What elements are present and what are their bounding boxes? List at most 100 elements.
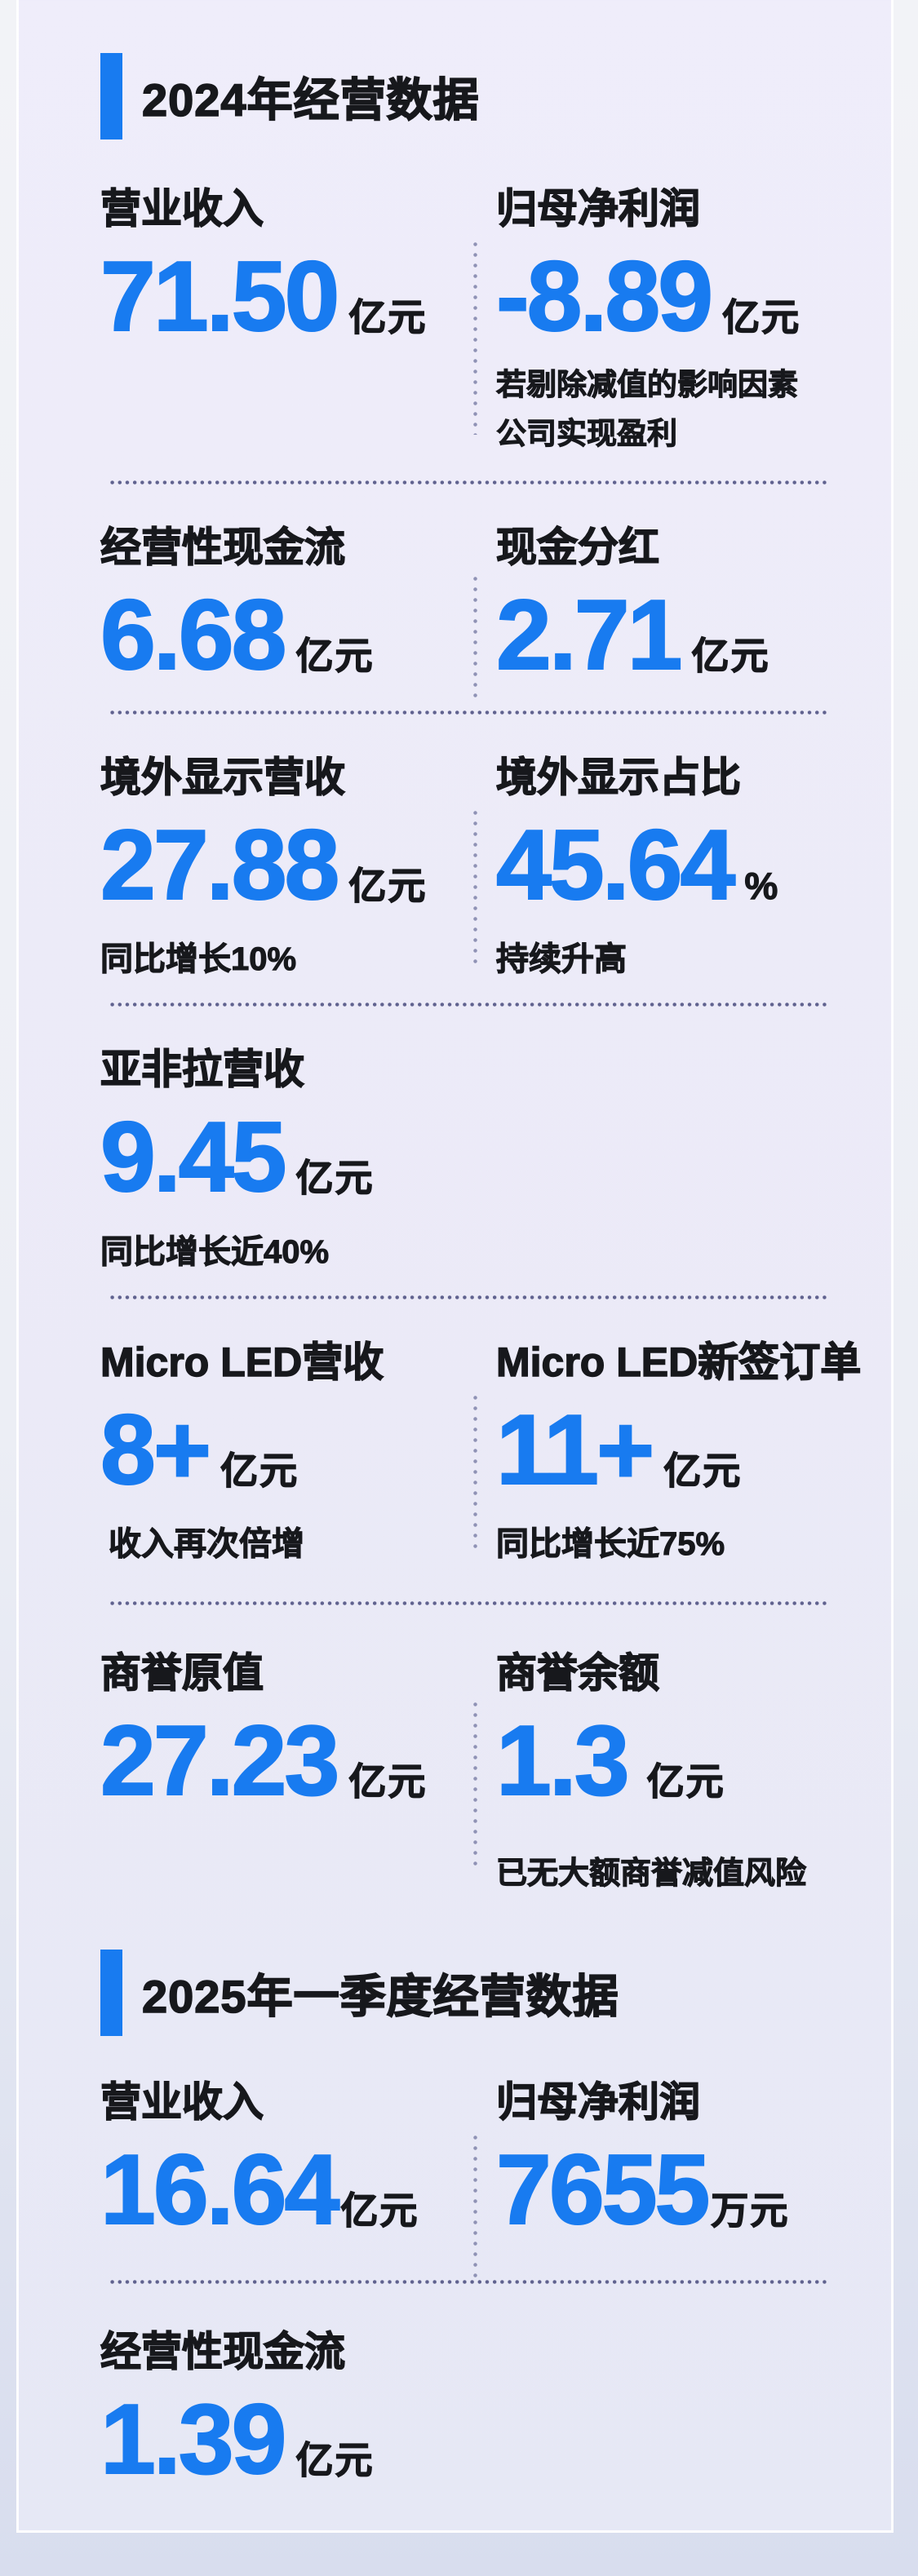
- stat-label: 经营性现金流: [100, 2328, 345, 2375]
- stat-value: 2.71: [495, 578, 683, 690]
- stat-note-line: 若剔除减值的影响因素: [496, 368, 799, 402]
- stat-label: 归母净利润: [495, 185, 700, 232]
- stat-value: 9.45: [100, 1101, 287, 1213]
- stat-caption: 同比增长10%: [100, 941, 297, 978]
- stat-unit: 万元: [711, 2189, 790, 2233]
- stat-cell-microled-orders: Micro LED新签订单 11+ 亿元 同比增长近75%: [495, 1335, 875, 1565]
- stat-unit: 亿元: [340, 2189, 419, 2233]
- stat-row-q1-revenue-profit: 营业收入 16.64 亿元 归母净利润 7655 万元: [100, 2075, 875, 2280]
- column-divider: [473, 239, 477, 435]
- stat-row-asia-africa-latam: 亚非拉营收 9.45 亿元 同比增长近40%: [100, 1042, 875, 1272]
- stat-value-line: 6.68 亿元: [100, 578, 496, 690]
- stat-unit: 亿元: [348, 1759, 428, 1803]
- stat-value: -8.89: [495, 241, 714, 352]
- stat-note-line: 公司实现盈利: [496, 416, 678, 450]
- row-separator: [109, 710, 827, 715]
- stat-cell-q1-revenue: 营业收入 16.64 亿元: [100, 2075, 496, 2246]
- stat-label: Micro LED营收: [100, 1339, 384, 1385]
- stat-value-line: 1.3 亿元: [495, 1704, 875, 1816]
- column-divider: [473, 1392, 477, 1551]
- stat-value-line: 1.39 亿元: [100, 2383, 496, 2494]
- stat-unit: 亿元: [220, 1449, 299, 1492]
- stat-caption: 同比增长近75%: [495, 1525, 725, 1562]
- section-title: 2025年一季度经营数据: [141, 1970, 619, 2023]
- stat-cell-overseas-share: 境外显示占比 45.64 % 持续升高: [495, 750, 875, 980]
- stat-value: 27.23: [100, 1704, 340, 1816]
- stat-unit: 亿元: [348, 295, 428, 339]
- stat-cell-net-profit: 归母净利润 -8.89 亿元 若剔除减值的影响因素 公司实现盈利: [495, 182, 875, 458]
- stat-row-revenue-profit: 营业收入 71.50 亿元 归母净利润 -8.89 亿元 若剔除减值的影响因素 …: [100, 182, 875, 458]
- column-divider: [473, 808, 477, 967]
- section-header-2024: 2024年经营数据: [100, 53, 875, 139]
- stat-value-line: 8+ 亿元: [100, 1393, 496, 1505]
- stat-cell-operating-cashflow: 经营性现金流 6.68 亿元: [100, 520, 496, 688]
- stat-label: 归母净利润: [495, 2079, 700, 2126]
- report-content: 2024年经营数据 营业收入 71.50 亿元 归母净利润 -8.89 亿元 若…: [19, 0, 891, 2530]
- stat-value: 11+: [495, 1393, 655, 1505]
- stat-label: 经营性现金流: [100, 524, 345, 570]
- stat-label: 营业收入: [100, 2079, 264, 2126]
- stat-value: 16.64: [100, 2134, 340, 2246]
- stat-unit: 亿元: [721, 295, 801, 339]
- stat-cell-overseas-revenue: 境外显示营收 27.88 亿元 同比增长10%: [100, 750, 496, 980]
- stat-value: 8+: [100, 1393, 212, 1505]
- stat-label: 境外显示营收: [100, 754, 345, 800]
- column-divider: [473, 2132, 477, 2280]
- stat-row-cashflow-dividend: 经营性现金流 6.68 亿元 现金分红 2.71 亿元: [100, 520, 875, 700]
- section-header-2025q1: 2025年一季度经营数据: [100, 1950, 875, 2037]
- stat-unit: %: [744, 864, 780, 907]
- stat-label: 现金分红: [495, 524, 659, 570]
- stat-value-line: -8.89 亿元: [495, 241, 875, 352]
- report-card: 2024年经营数据 营业收入 71.50 亿元 归母净利润 -8.89 亿元 若…: [16, 0, 894, 2533]
- stat-unit: 亿元: [663, 1449, 743, 1492]
- stat-caption: 持续升高: [495, 941, 627, 978]
- stat-label: 境外显示占比: [495, 754, 741, 800]
- row-separator: [109, 1003, 827, 1007]
- stat-cell-q1-operating-cashflow: 经营性现金流 1.39 亿元: [100, 2325, 496, 2494]
- stat-value: 27.88: [100, 809, 340, 920]
- stat-unit: 亿元: [348, 864, 428, 907]
- column-divider: [473, 573, 477, 700]
- stat-value: 1.3: [495, 1704, 631, 1816]
- stat-cell-cash-dividend: 现金分红 2.71 亿元: [495, 520, 875, 690]
- stat-caption: 同比增长近40%: [100, 1233, 330, 1270]
- stat-cell-microled-revenue: Micro LED营收 8+ 亿元 收入再次倍增: [100, 1335, 496, 1565]
- stat-unit: 亿元: [295, 2438, 375, 2481]
- stat-row-overseas: 境外显示营收 27.88 亿元 同比增长10% 境外显示占比 45.64 % 持…: [100, 750, 875, 980]
- stat-value-line: 71.50 亿元: [100, 241, 496, 352]
- row-separator: [109, 1295, 827, 1299]
- stat-value-line: 16.64 亿元: [100, 2134, 496, 2246]
- stat-value: 6.68: [100, 578, 287, 690]
- stat-label: 亚非拉营收: [100, 1047, 304, 1093]
- stat-unit: 亿元: [295, 1157, 375, 1200]
- stat-unit: 亿元: [295, 634, 375, 677]
- stat-note: 若剔除减值的影响因素 公司实现盈利: [496, 361, 875, 457]
- stat-value: 7655: [495, 2134, 711, 2246]
- stat-cell-revenue: 营业收入 71.50 亿元: [100, 182, 496, 458]
- stat-cell-goodwill-balance: 商誉余额 1.3 亿元 已无大额商誉减值风险: [495, 1646, 875, 1892]
- stat-row-goodwill: 商誉原值 27.23 亿元 商誉余额 1.3 亿元 已无大额商誉减值风险: [100, 1646, 875, 1892]
- stat-value: 71.50: [100, 241, 340, 352]
- stat-value-line: 11+ 亿元: [495, 1393, 875, 1505]
- stat-cell-aal-revenue: 亚非拉营收 9.45 亿元 同比增长近40%: [100, 1042, 496, 1272]
- stat-value-line: 7655 万元: [495, 2134, 875, 2246]
- stat-label: 商誉余额: [495, 1649, 659, 1696]
- card-bottom-padding: [100, 2492, 875, 2530]
- row-separator: [109, 480, 827, 485]
- stat-value: 45.64: [495, 809, 736, 920]
- stat-label: 商誉原值: [100, 1649, 264, 1696]
- stat-unit: 亿元: [646, 1759, 725, 1803]
- section-title: 2024年经营数据: [141, 73, 480, 126]
- stat-cell-q1-net-profit: 归母净利润 7655 万元: [495, 2075, 875, 2246]
- stat-label: 营业收入: [100, 185, 264, 232]
- row-separator: [109, 1600, 827, 1605]
- stat-unit: 亿元: [691, 634, 770, 677]
- accent-bar-icon: [100, 53, 122, 139]
- stat-value-line: 9.45 亿元: [100, 1101, 496, 1213]
- stat-value: 1.39: [100, 2383, 287, 2494]
- stat-value-line: 2.71 亿元: [495, 578, 875, 690]
- stat-value-line: 45.64 %: [495, 809, 875, 920]
- row-separator: [109, 2279, 827, 2284]
- stat-value-line: 27.88 亿元: [100, 809, 496, 920]
- stat-caption: 已无大额商誉减值风险: [495, 1857, 807, 1892]
